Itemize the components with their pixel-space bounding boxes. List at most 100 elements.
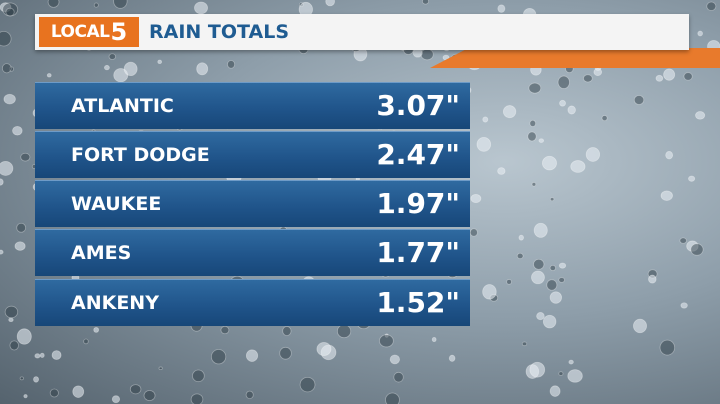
droplet [529, 119, 537, 127]
droplet [336, 324, 352, 339]
droplet [379, 334, 394, 348]
droplet [541, 155, 557, 171]
droplet [690, 243, 704, 256]
droplet [531, 270, 545, 285]
droplet [93, 327, 100, 333]
droplet [469, 228, 478, 237]
droplet [549, 197, 555, 202]
droplet [393, 371, 404, 383]
droplet [549, 264, 556, 271]
droplet [688, 175, 696, 182]
title: RAIN TOTALS [149, 21, 290, 43]
logo-number: 5 [110, 18, 128, 46]
droplet [20, 152, 31, 162]
droplet [470, 193, 482, 204]
droplet [528, 82, 542, 94]
droplet [706, 1, 717, 11]
droplet [680, 302, 688, 309]
droplet [220, 325, 230, 335]
droplet [46, 73, 52, 78]
droplet [497, 4, 506, 13]
droplet [663, 68, 676, 81]
logo-text: LOCAL [50, 22, 110, 42]
droplet [516, 252, 524, 260]
droplet [47, 0, 60, 8]
droplet [51, 350, 62, 360]
droplet [5, 7, 15, 17]
droplet [39, 352, 45, 358]
table-row: WAUKEE 1.97" [35, 180, 470, 227]
droplet [108, 53, 116, 60]
droplet [9, 340, 19, 351]
droplet [8, 317, 14, 323]
droplet [3, 93, 16, 105]
droplet [683, 72, 693, 81]
droplet [282, 326, 292, 337]
droplet [0, 249, 4, 255]
droplet [104, 65, 110, 71]
droplet [19, 376, 24, 381]
droplet [4, 305, 19, 319]
droplet [542, 314, 557, 329]
table-row: AMES 1.77" [35, 229, 470, 276]
droplet [389, 354, 400, 365]
droplet [157, 59, 163, 65]
droplet [506, 279, 512, 285]
header-bar: LOCAL 5 RAIN TOTALS [35, 14, 689, 50]
city: ANKENY [71, 292, 159, 314]
droplet [529, 361, 546, 378]
droplet [2, 2, 19, 17]
droplet [570, 160, 586, 173]
droplet [567, 369, 583, 383]
droplet [245, 349, 259, 362]
droplet [0, 31, 12, 47]
droplet [113, 68, 129, 83]
droplet [12, 125, 23, 136]
droplet [476, 136, 492, 152]
rain-total: 3.07" [376, 89, 460, 122]
droplet [549, 291, 563, 304]
droplet [14, 241, 26, 251]
droplet [497, 167, 506, 175]
droplet [16, 328, 32, 345]
rain-total: 1.77" [376, 236, 460, 269]
droplet [518, 234, 524, 241]
droplet [49, 388, 59, 398]
droplet [448, 354, 456, 362]
droplet [190, 393, 204, 404]
droplet [546, 279, 558, 291]
droplet [143, 390, 156, 401]
droplet [695, 111, 706, 120]
droplet [192, 369, 205, 383]
droplet [558, 277, 565, 283]
droplet [129, 384, 142, 395]
droplet [659, 339, 676, 356]
droplet [697, 30, 703, 37]
droplet [482, 116, 489, 123]
droplet [325, 0, 335, 7]
droplet [0, 178, 4, 186]
droplet [210, 349, 227, 365]
droplet [531, 182, 537, 187]
droplet [679, 237, 687, 244]
droplet [686, 240, 699, 252]
droplet [583, 74, 593, 83]
droplet [648, 274, 657, 284]
droplet [1, 63, 12, 74]
droplet [83, 338, 89, 345]
droplet [431, 336, 437, 343]
droplet [16, 222, 27, 233]
droplet [585, 147, 601, 162]
droplet [384, 333, 389, 338]
droplet [527, 131, 537, 142]
rain-total: 1.52" [376, 286, 460, 319]
city: AMES [71, 242, 132, 264]
table-row: ANKENY 1.52" [35, 279, 470, 326]
droplet [633, 318, 648, 334]
droplet [8, 66, 14, 72]
droplet [385, 392, 400, 404]
droplet [567, 105, 576, 115]
droplet [660, 190, 673, 201]
droplet [533, 258, 545, 270]
